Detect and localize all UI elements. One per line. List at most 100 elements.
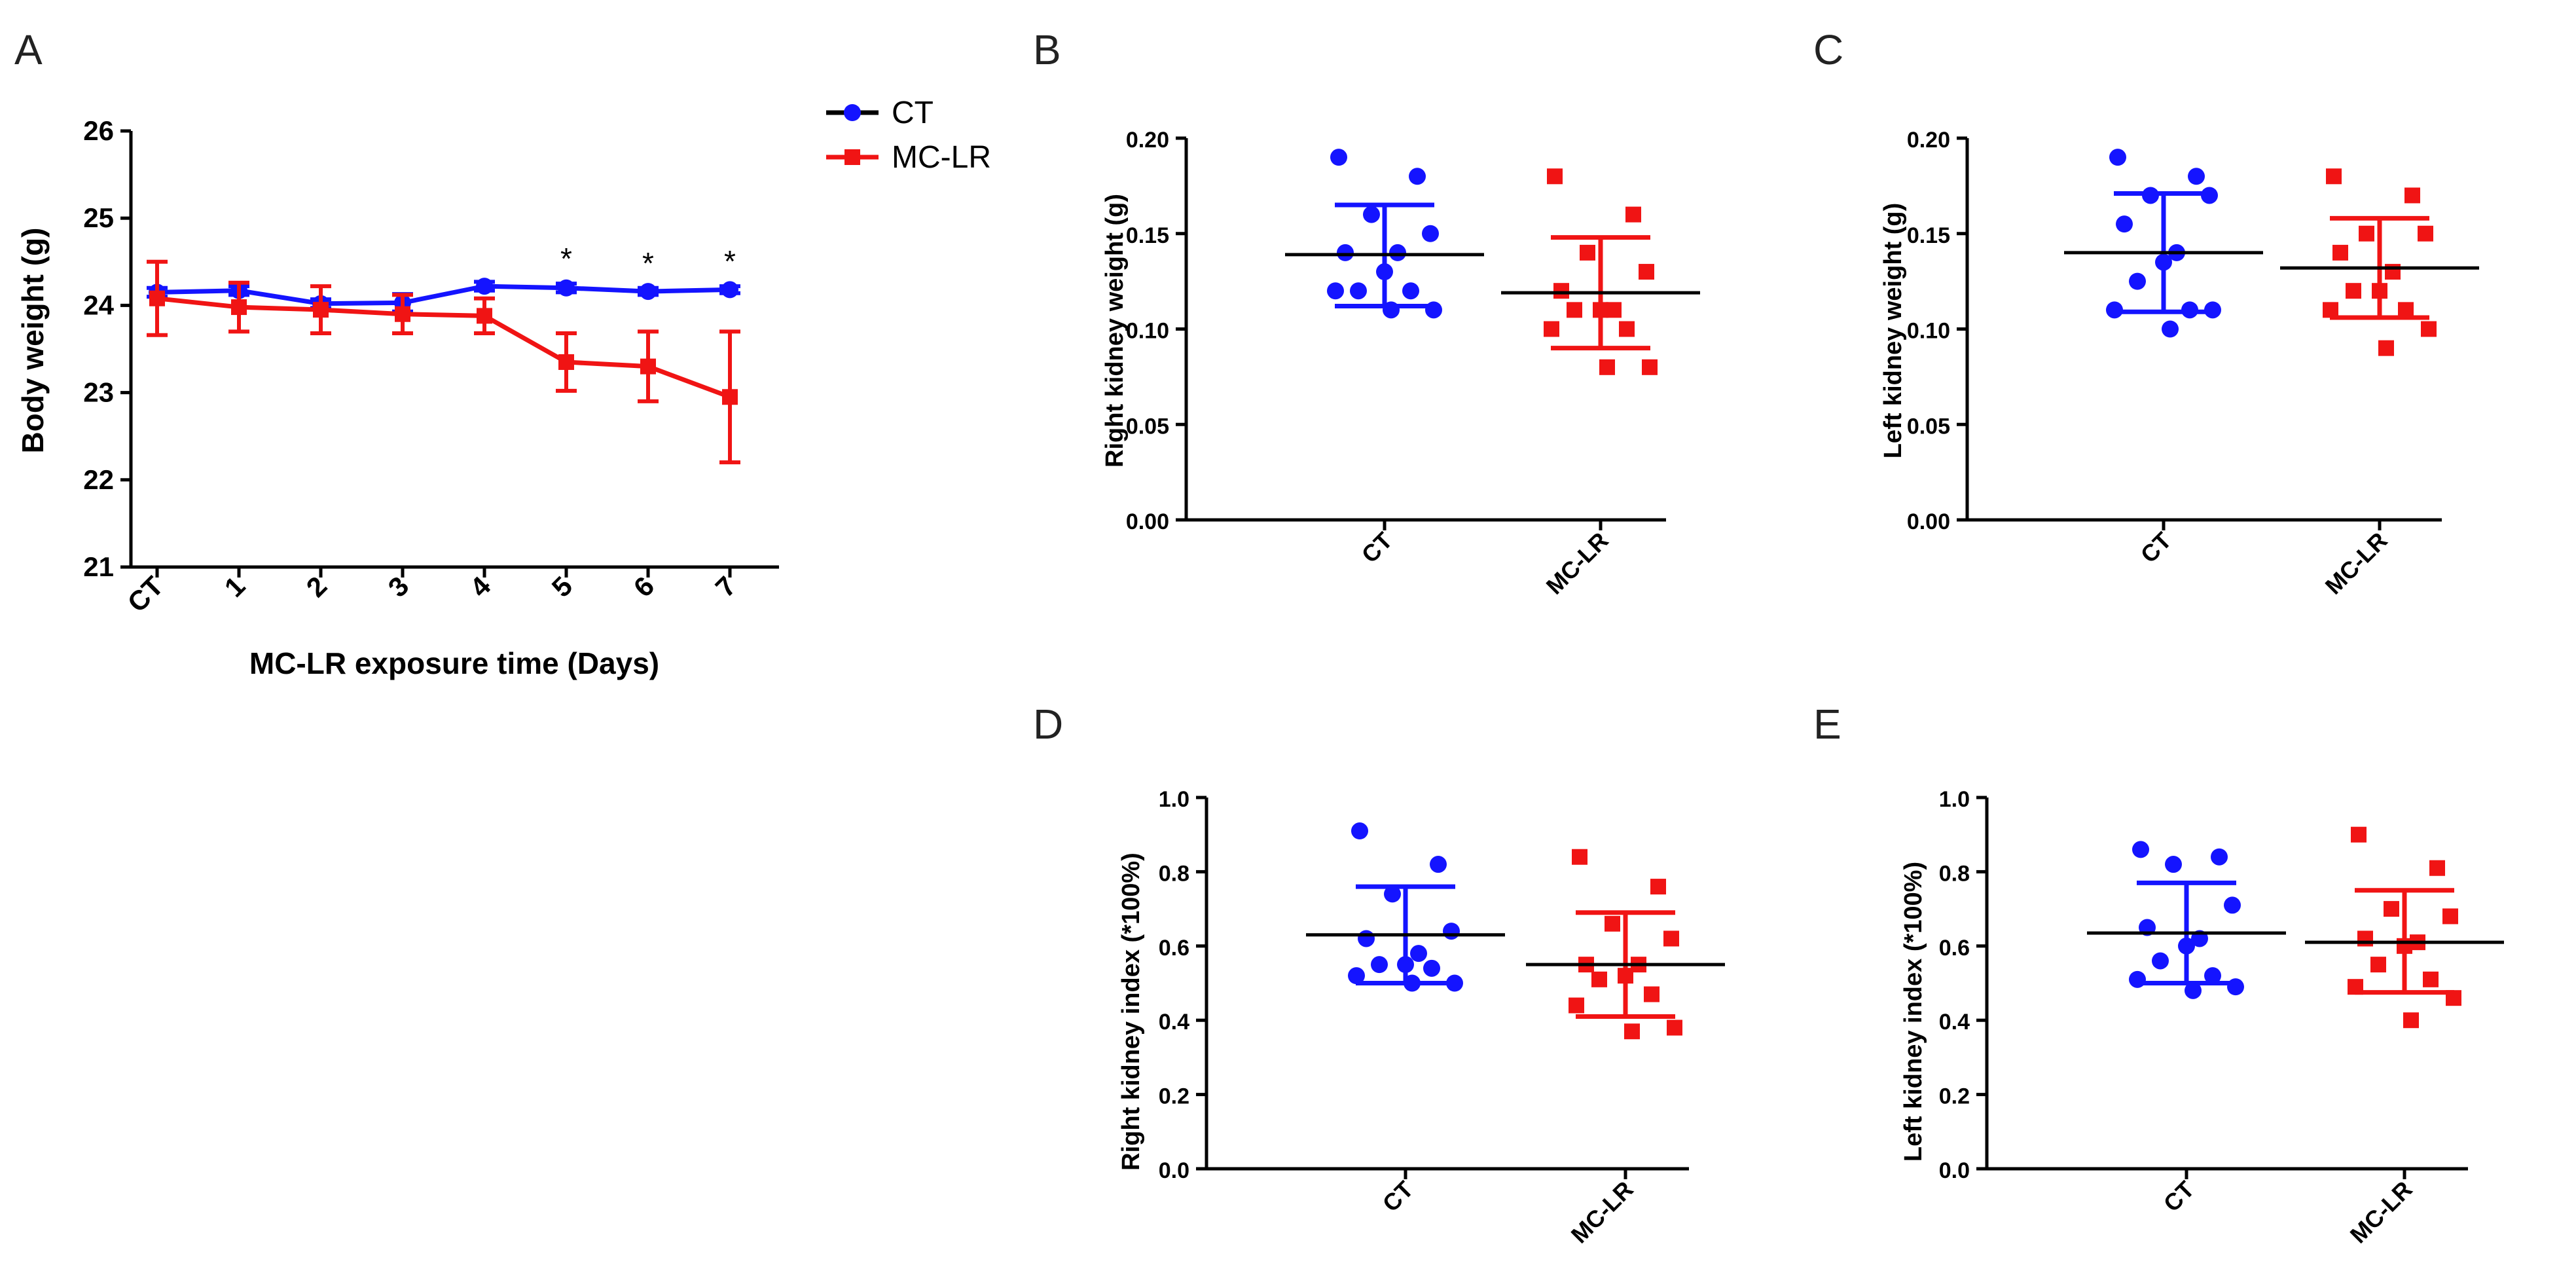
group-ct-b [1285, 149, 1484, 319]
data-point-mclr [149, 290, 165, 306]
y-tick-label-b: 0.15 [1126, 223, 1169, 248]
y-tick-label-d: 0.2 [1159, 1084, 1189, 1109]
data-point-ct [1389, 244, 1406, 261]
x-tick-label-a: 6 [628, 570, 661, 603]
data-point-ct [2185, 981, 2202, 999]
data-point-ct [1397, 956, 1414, 974]
data-point-mclr [1644, 986, 1660, 1002]
data-point-ct [1423, 959, 1440, 977]
data-point-mclr [2359, 225, 2374, 242]
significance-star: * [642, 246, 654, 280]
x-tick-label-c: MC-LR [2320, 527, 2393, 600]
axes-b: 0.00 0.05 0.10 0.15 0.20 CT MC-LR [1126, 128, 1666, 600]
data-point-ct [1348, 967, 1365, 985]
data-point-mclr [1624, 1023, 1640, 1040]
data-point-mclr [1569, 997, 1584, 1014]
data-point-ct [1443, 923, 1460, 940]
data-point-mclr [2372, 283, 2387, 299]
data-point-mclr [1667, 1019, 1682, 1036]
y-tick-label-d: 0.4 [1159, 1010, 1189, 1035]
panel-d-right-kidney-index: D Right kidney index (*100%) 0.0 0.2 0.4 0.… [1033, 701, 1725, 1249]
x-tick-label-a: 7 [710, 570, 742, 603]
data-point-mclr [1547, 168, 1563, 185]
data-point-ct [2188, 168, 2205, 185]
data-point-mclr [2384, 901, 2399, 917]
legend-marker-mclr [844, 149, 860, 165]
group-ct-d [1306, 822, 1505, 992]
data-point-mclr [2446, 990, 2461, 1006]
y-tick-label-e: 0.8 [1939, 861, 1970, 886]
x-tick-label-a: 1 [219, 570, 251, 603]
group-mclr-c [2280, 168, 2479, 356]
data-point-ct [1351, 822, 1368, 840]
series-line-ct [156, 284, 731, 306]
group-mclr-b [1501, 168, 1700, 375]
data-point-mclr [1580, 244, 1595, 261]
data-point-mclr [2385, 264, 2401, 280]
y-tick-label-b: 0.10 [1126, 319, 1169, 344]
data-point-ct [1425, 301, 1442, 319]
data-point-ct [1410, 945, 1427, 963]
data-point-ct [1376, 263, 1393, 281]
y-tick-label-a: 24 [83, 289, 114, 320]
data-point-ct [2204, 301, 2221, 319]
panel-label-a: A [14, 26, 43, 73]
x-tick-label-b: MC-LR [1541, 527, 1614, 600]
data-point-mclr [1599, 359, 1615, 375]
data-point-mclr [2397, 938, 2412, 954]
y-tick-label-e: 1.0 [1939, 787, 1970, 812]
data-point-ct [2211, 848, 2228, 866]
data-point-ct [1337, 244, 1354, 261]
data-point-mclr [2357, 930, 2373, 947]
legend-label-ct: CT [892, 96, 934, 130]
scatter-groups-c [2064, 149, 2479, 356]
data-point-mclr [2423, 971, 2439, 987]
y-tick-label-b: 0.20 [1126, 128, 1169, 153]
x-axis-label-a: MC-LR exposure time (Days) [249, 646, 659, 680]
data-point-mclr [640, 358, 656, 375]
x-tick-label-a: 3 [382, 570, 415, 603]
data-point-mclr [722, 389, 738, 405]
y-tick-label-c: 0.15 [1907, 223, 1950, 248]
data-point-ct [1358, 930, 1375, 947]
data-point-mclr [1642, 359, 1658, 375]
data-point-ct [1327, 282, 1344, 300]
data-point-mclr [2348, 979, 2363, 995]
data-point-mclr [1593, 302, 1608, 318]
data-point-ct [2155, 253, 2172, 271]
y-tick-label-a: 22 [83, 464, 114, 495]
data-point-mclr [2418, 225, 2433, 242]
scatter-groups-e [2087, 826, 2504, 1029]
data-point-ct [2201, 187, 2218, 204]
data-point-ct [2132, 841, 2149, 858]
y-tick-label-c: 0.00 [1907, 509, 1950, 534]
data-point-ct [1404, 974, 1421, 992]
panel-b-right-kidney-weight: B Right kidney weight (g) 0.000.050.100.… [1033, 26, 1700, 600]
y-tick-label-c: 0.10 [1907, 319, 1950, 344]
significance-star: * [560, 242, 572, 276]
data-point-mclr [1618, 968, 1633, 984]
data-point-ct [2165, 856, 2182, 873]
y-tick-label-a: 25 [83, 202, 114, 233]
data-point-mclr [2326, 168, 2342, 185]
y-axis-label-b: Right kidney weight (g) [1101, 194, 1129, 468]
y-tick-label-b: 0.00 [1126, 509, 1169, 534]
data-point-mclr [1605, 915, 1620, 932]
data-point-ct [2109, 149, 2126, 166]
x-tick-label-d: MC-LR [1566, 1176, 1639, 1249]
x-tick-label-e: CT [2158, 1176, 2200, 1217]
data-point-mclr [1663, 930, 1679, 947]
data-point-ct [1446, 974, 1463, 992]
data-point-ct [476, 278, 493, 295]
data-point-ct [2142, 187, 2159, 204]
data-point-mclr [395, 306, 410, 322]
data-point-ct [2129, 272, 2146, 290]
group-ct-e [2087, 841, 2286, 999]
data-point-mclr [2403, 1012, 2419, 1029]
data-point-ct [1350, 282, 1367, 300]
data-point-mclr [1619, 321, 1635, 337]
data-point-mclr [2332, 244, 2348, 261]
axes-e: 0.0 0.2 0.4 0.6 0.8 1.0 CT MC-LR [1939, 787, 2468, 1249]
